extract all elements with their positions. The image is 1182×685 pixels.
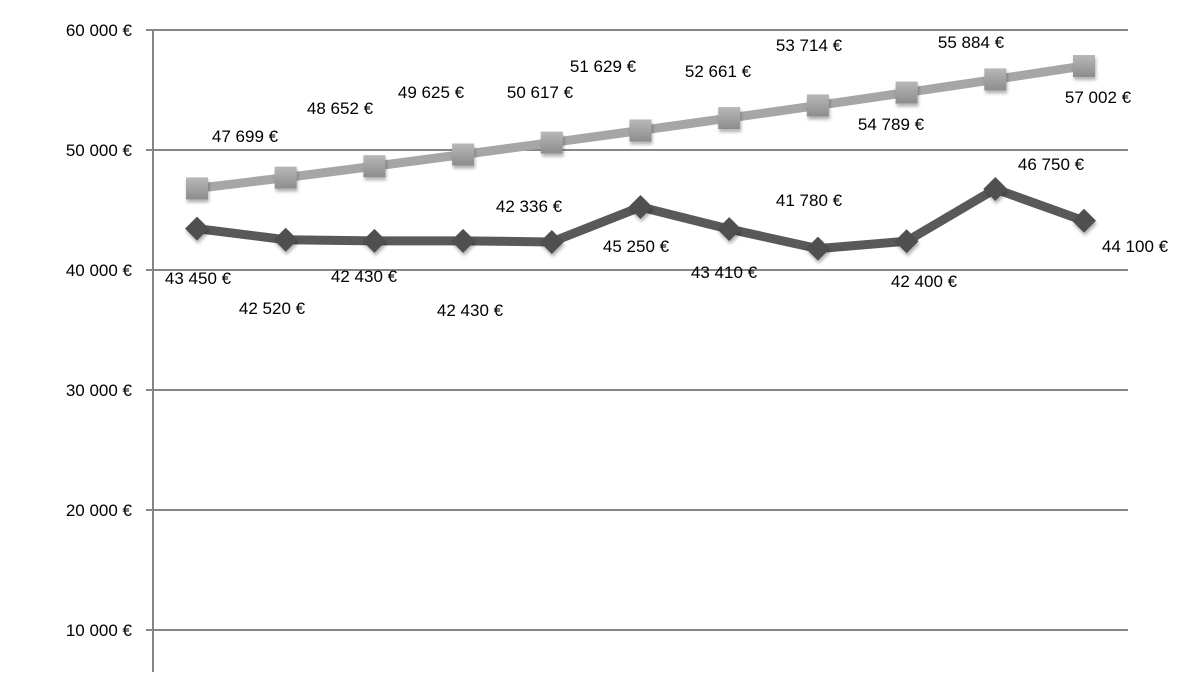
y-tick-label: 50 000 € (66, 141, 133, 160)
square-marker (274, 166, 297, 189)
data-label-light: 50 617 € (507, 83, 574, 102)
diamond-marker (805, 236, 830, 261)
data-label-light: 48 652 € (307, 99, 374, 118)
diamond-marker (1072, 208, 1096, 233)
data-label-light: 49 625 € (398, 83, 465, 102)
data-label-dark: 46 750 € (1018, 155, 1085, 174)
series-light-line (186, 54, 1095, 200)
y-tick-label: 40 000 € (66, 261, 133, 280)
diamond-marker (185, 216, 209, 241)
gridlines (146, 29, 1128, 631)
square-marker (984, 68, 1007, 91)
data-label-dark: 42 336 € (496, 197, 563, 216)
square-marker (718, 107, 741, 130)
data-label-dark: 42 430 € (331, 267, 398, 286)
square-marker (806, 94, 829, 117)
square-marker (540, 131, 563, 154)
diamond-marker (273, 227, 298, 252)
data-label-light: 53 714 € (776, 36, 843, 55)
diamond-marker (894, 229, 919, 254)
data-label-dark: 45 250 € (603, 237, 670, 256)
y-tick-label: 60 000 € (66, 21, 133, 40)
square-marker (895, 81, 918, 104)
square-marker (363, 155, 386, 178)
square-marker (1073, 54, 1095, 77)
data-label-light: 57 002 € (1065, 88, 1132, 107)
series-dark-line (185, 177, 1096, 261)
y-tick-label: 10 000 € (66, 621, 133, 640)
y-tick-label: 30 000 € (66, 381, 133, 400)
data-label-light: 52 661 € (685, 62, 752, 81)
data-label-dark: 42 520 € (239, 299, 306, 318)
y-tick-label: 20 000 € (66, 501, 133, 520)
square-marker (452, 143, 475, 166)
diamond-marker (539, 229, 564, 254)
data-label-dark: 43 450 € (165, 269, 232, 288)
y-axis-tick-labels: 10 000 € 20 000 € 30 000 € 40 000 € 50 000 €… (66, 21, 133, 640)
data-label-dark: 43 410 € (691, 263, 758, 282)
data-label-light: 54 789 € (858, 115, 925, 134)
data-label-light: 47 699 € (212, 127, 279, 146)
diamond-marker (362, 228, 387, 253)
square-marker (629, 119, 652, 142)
data-label-dark: 41 780 € (776, 191, 843, 210)
data-label-dark: 42 430 € (437, 301, 504, 320)
data-label-light: 51 629 € (570, 57, 637, 76)
diamond-marker (451, 228, 476, 253)
diamond-marker (717, 217, 742, 242)
data-label-light: 55 884 € (938, 33, 1005, 52)
data-label-dark: 42 400 € (891, 272, 958, 291)
diamond-marker (628, 195, 653, 219)
diamond-marker (983, 177, 1008, 201)
data-label-dark: 44 100 € (1102, 237, 1169, 256)
square-marker (186, 177, 208, 200)
data-labels: 47 699 € 48 652 € 49 625 € 50 617 € 51 629 €… (165, 33, 1169, 320)
